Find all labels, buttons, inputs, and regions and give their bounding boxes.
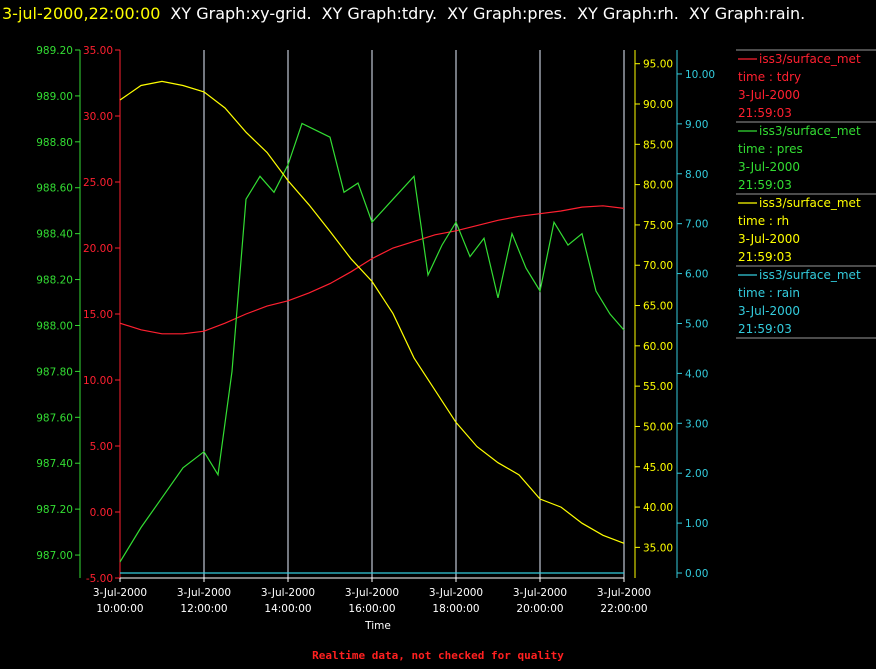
x-tick-date: 3-Jul-2000 bbox=[513, 587, 567, 599]
pres-tick-label: 989.00 bbox=[36, 91, 73, 103]
series-tdry-line bbox=[119, 205, 625, 335]
tdry-tick-label: 5.00 bbox=[90, 441, 113, 453]
legend-date-pres: 3-Jul-2000 bbox=[738, 160, 800, 174]
rain-tick-label: 7.00 bbox=[685, 219, 708, 231]
rh-tick-label: 85.00 bbox=[643, 139, 673, 151]
timestamp: 3-jul-2000,22:00:00 bbox=[2, 4, 161, 23]
legend-time-tdry: 21:59:03 bbox=[738, 106, 792, 120]
x-tick-time: 18:00:00 bbox=[432, 603, 479, 615]
legend-time-rh: 21:59:03 bbox=[738, 250, 792, 264]
legend-source-rain: iss3/surface_met bbox=[759, 268, 861, 282]
tdry-tick-label: 35.00 bbox=[83, 45, 113, 57]
pres-tick-label: 987.40 bbox=[36, 458, 73, 470]
tdry-tick-label: 20.00 bbox=[83, 243, 113, 255]
legend-field-pres: time : pres bbox=[738, 142, 803, 156]
rain-tick-label: 8.00 bbox=[685, 169, 708, 181]
rh-tick-label: 70.00 bbox=[643, 260, 673, 272]
legend-time-pres: 21:59:03 bbox=[738, 178, 792, 192]
title-bar: 3-jul-2000,22:00:00 XY Graph:xy-grid. XY G… bbox=[0, 0, 876, 28]
tdry-tick-label: 10.00 bbox=[83, 375, 113, 387]
pres-tick-label: 988.80 bbox=[36, 137, 73, 149]
pres-tick-label: 988.00 bbox=[36, 320, 73, 332]
graph-title-rh: XY Graph:rh. bbox=[577, 4, 679, 23]
x-tick-time: 12:00:00 bbox=[180, 603, 227, 615]
tdry-tick-label: 0.00 bbox=[90, 507, 113, 519]
rh-tick-label: 90.00 bbox=[643, 99, 673, 111]
graph-title-pres: XY Graph:pres. bbox=[447, 4, 568, 23]
pres-tick-label: 987.80 bbox=[36, 366, 73, 378]
rain-tick-label: 6.00 bbox=[685, 269, 708, 281]
pres-tick-label: 987.20 bbox=[36, 504, 73, 516]
rain-tick-label: 0.00 bbox=[685, 568, 708, 580]
x-tick-date: 3-Jul-2000 bbox=[261, 587, 315, 599]
rain-tick-label: 5.00 bbox=[685, 318, 708, 330]
rain-tick-label: 10.00 bbox=[685, 69, 715, 81]
legend-field-tdry: time : tdry bbox=[738, 70, 801, 84]
x-tick-date: 3-Jul-2000 bbox=[345, 587, 399, 599]
pres-tick-label: 987.60 bbox=[36, 412, 73, 424]
rain-tick-label: 2.00 bbox=[685, 468, 708, 480]
x-tick-time: 20:00:00 bbox=[516, 603, 563, 615]
rh-tick-label: 65.00 bbox=[643, 301, 673, 313]
pres-tick-label: 987.00 bbox=[36, 550, 73, 562]
legend-source-tdry: iss3/surface_met bbox=[759, 52, 861, 66]
x-tick-date: 3-Jul-2000 bbox=[177, 587, 231, 599]
pres-tick-label: 988.40 bbox=[36, 229, 73, 241]
legend-source-rh: iss3/surface_met bbox=[759, 196, 861, 210]
rain-tick-label: 3.00 bbox=[685, 418, 708, 430]
legend-field-rain: time : rain bbox=[738, 286, 800, 300]
rain-tick-label: 9.00 bbox=[685, 119, 708, 131]
x-tick-time: 14:00:00 bbox=[264, 603, 311, 615]
legend-date-tdry: 3-Jul-2000 bbox=[738, 88, 800, 102]
tdry-tick-label: -5.00 bbox=[86, 573, 113, 585]
graph-title-tdry: XY Graph:tdry. bbox=[321, 4, 438, 23]
legend-time-rain: 21:59:03 bbox=[738, 322, 792, 336]
tdry-tick-label: 15.00 bbox=[83, 309, 113, 321]
rh-tick-label: 80.00 bbox=[643, 180, 673, 192]
series-pres-line bbox=[119, 122, 625, 563]
legend-date-rain: 3-Jul-2000 bbox=[738, 304, 800, 318]
legend-date-rh: 3-Jul-2000 bbox=[738, 232, 800, 246]
rh-tick-label: 45.00 bbox=[643, 462, 673, 474]
x-tick-time: 16:00:00 bbox=[348, 603, 395, 615]
legend-source-pres: iss3/surface_met bbox=[759, 124, 861, 138]
x-tick-date: 3-Jul-2000 bbox=[429, 587, 483, 599]
pres-tick-label: 988.20 bbox=[36, 275, 73, 287]
rh-tick-label: 75.00 bbox=[643, 220, 673, 232]
rain-tick-label: 1.00 bbox=[685, 518, 708, 530]
graph-title-rain: XY Graph:rain. bbox=[688, 4, 806, 23]
x-tick-time: 22:00:00 bbox=[600, 603, 647, 615]
x-tick-time: 10:00:00 bbox=[96, 603, 143, 615]
rh-tick-label: 50.00 bbox=[643, 421, 673, 433]
graph-title-xy-grid: XY Graph:xy-grid. bbox=[170, 4, 312, 23]
pres-tick-label: 988.60 bbox=[36, 183, 73, 195]
quality-note: Realtime data, not checked for quality bbox=[312, 649, 564, 662]
rh-tick-label: 35.00 bbox=[643, 542, 673, 554]
legend-field-rh: time : rh bbox=[738, 214, 789, 228]
rh-tick-label: 55.00 bbox=[643, 381, 673, 393]
pres-tick-label: 989.20 bbox=[36, 45, 73, 57]
x-axis-label: Time bbox=[364, 620, 391, 632]
rh-tick-label: 60.00 bbox=[643, 341, 673, 353]
tdry-tick-label: 25.00 bbox=[83, 177, 113, 189]
series-rh-line bbox=[119, 80, 625, 544]
rh-tick-label: 40.00 bbox=[643, 502, 673, 514]
tdry-tick-label: 30.00 bbox=[83, 111, 113, 123]
rh-tick-label: 95.00 bbox=[643, 59, 673, 71]
rain-tick-label: 4.00 bbox=[685, 368, 708, 380]
x-tick-date: 3-Jul-2000 bbox=[597, 587, 651, 599]
x-tick-date: 3-Jul-2000 bbox=[93, 587, 147, 599]
